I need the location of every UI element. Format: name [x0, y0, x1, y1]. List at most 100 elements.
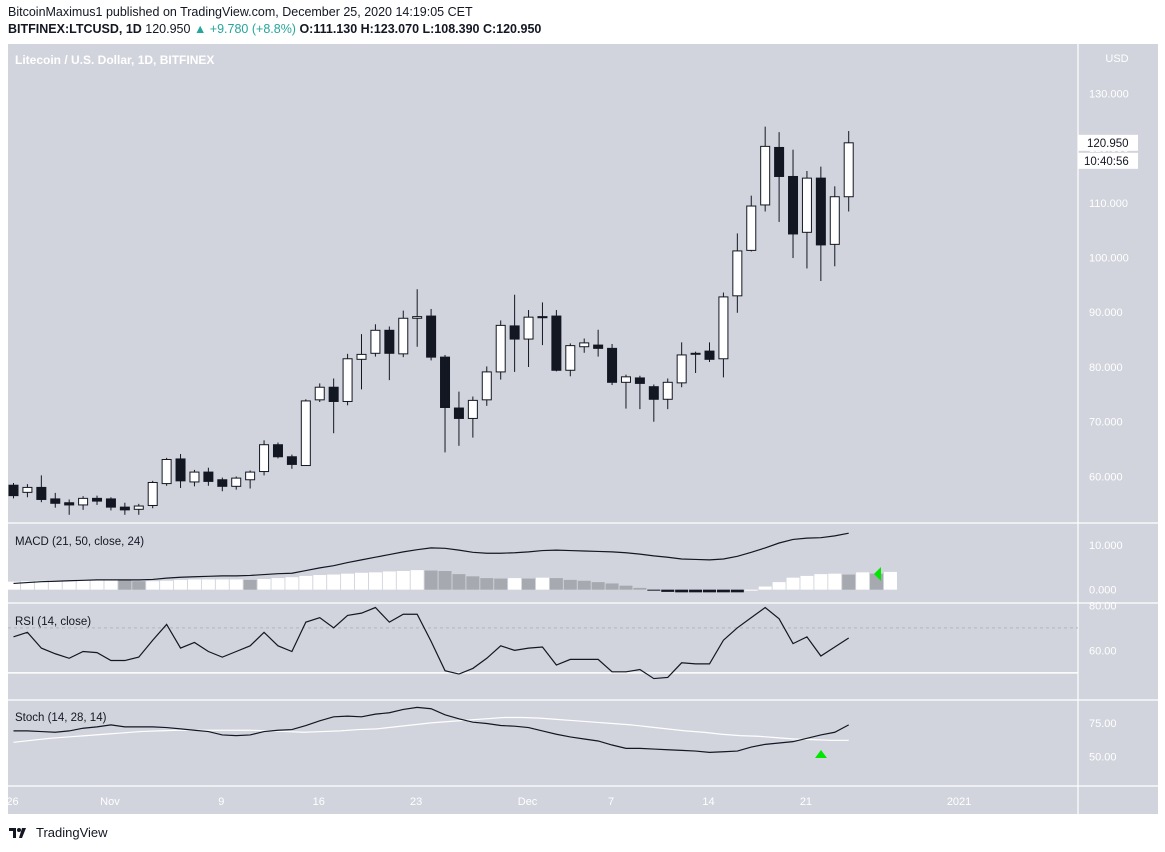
- macd-histogram-bar: [160, 580, 174, 590]
- rsi-tick-label: 80.00: [1089, 600, 1117, 612]
- ohlc-low: L:108.390: [422, 22, 480, 36]
- time-tick-label: 7: [608, 796, 614, 808]
- candle-up: [760, 145, 771, 206]
- ohlc-high: H:123.070: [360, 22, 420, 36]
- time-tick-label: 26: [6, 796, 18, 808]
- price-tick-label: 80.000: [1089, 362, 1123, 374]
- macd-histogram-bar: [744, 589, 758, 591]
- rsi-tick-label: 60.00: [1089, 645, 1117, 657]
- time-tick-label: 14: [702, 796, 714, 808]
- candle-down: [537, 316, 548, 319]
- candle-up: [300, 400, 311, 467]
- candle-down: [8, 484, 19, 497]
- candle-down: [272, 444, 283, 458]
- candle-down: [217, 479, 228, 487]
- macd-histogram-bar: [689, 589, 703, 593]
- candle-down: [286, 456, 297, 465]
- macd-histogram-bar: [661, 589, 675, 592]
- candle-down: [815, 177, 826, 246]
- stoch-k-line: [13, 706, 849, 754]
- candle-up: [189, 471, 200, 483]
- macd-histogram-bar: [716, 589, 730, 593]
- candle-up: [718, 296, 729, 360]
- candle-down: [328, 386, 339, 402]
- footer: TradingView: [8, 825, 108, 840]
- macd-histogram-bar: [675, 589, 689, 593]
- candle-up: [259, 444, 270, 473]
- macd-histogram-bar: [174, 579, 188, 590]
- macd-histogram-bar: [90, 579, 104, 590]
- macd-histogram-bar: [466, 576, 480, 590]
- price-tick-label: 110.000: [1089, 198, 1128, 210]
- candle-up: [523, 316, 534, 340]
- candle-down: [36, 486, 47, 500]
- candle-down: [607, 347, 618, 383]
- macd-histogram-bar: [187, 579, 201, 590]
- countdown-tag-label: 10:40:56: [1084, 156, 1129, 168]
- candle-down: [788, 175, 799, 235]
- candle-up: [565, 345, 576, 371]
- macd-histogram-bar: [619, 585, 633, 590]
- macd-histogram-bar: [522, 578, 536, 590]
- macd-histogram-bar: [856, 572, 870, 590]
- candle-down: [648, 386, 659, 400]
- candle-down: [105, 498, 116, 508]
- candle-up: [161, 458, 172, 485]
- candle-down: [453, 407, 464, 419]
- candle-up: [78, 497, 89, 506]
- candle-up: [843, 142, 854, 198]
- price-tick-label: 90.000: [1089, 307, 1123, 319]
- candle-down: [92, 497, 103, 502]
- last-price: 120.950: [145, 22, 191, 36]
- candle-down: [384, 329, 395, 354]
- macd-histogram-bar: [438, 571, 452, 590]
- candle-up: [133, 505, 144, 510]
- candle-up: [356, 353, 367, 360]
- candle-down: [634, 377, 645, 384]
- candle-down: [704, 350, 715, 360]
- candle-up: [342, 358, 353, 402]
- macd-label: MACD (21, 50, close, 24): [15, 536, 144, 548]
- macd-tick-label: 10.000: [1089, 540, 1123, 552]
- macd-histogram-bar: [132, 581, 146, 590]
- macd-histogram-bar: [883, 571, 897, 590]
- macd-histogram-bar: [535, 577, 549, 590]
- price-tick-label: 130.000: [1089, 88, 1129, 100]
- macd-histogram-bar: [7, 581, 20, 590]
- price-change: ▲ +9.780 (+8.8%): [193, 22, 296, 36]
- candle-up: [398, 317, 409, 355]
- macd-histogram-bar: [772, 582, 786, 590]
- candle-up: [676, 354, 687, 384]
- last-price-tag: [1078, 134, 1138, 151]
- macd-histogram-bar: [633, 587, 647, 590]
- macd-histogram-bar: [118, 580, 132, 590]
- candle-up: [579, 342, 590, 348]
- macd-histogram-bar: [563, 579, 577, 590]
- candle-up: [662, 381, 673, 400]
- macd-histogram-bar: [410, 570, 424, 590]
- stoch-d-line: [13, 716, 849, 743]
- publisher-line: BitcoinMaximus1 published on TradingView…: [8, 5, 473, 19]
- tradingview-logo-icon: [9, 827, 26, 838]
- time-tick-label: 23: [410, 796, 422, 808]
- macd-tick-label: 0.000: [1089, 585, 1117, 597]
- macd-histogram-bar: [355, 572, 368, 590]
- stoch-tick-label: 75.00: [1089, 718, 1117, 730]
- macd-histogram-bar: [591, 582, 605, 590]
- macd-histogram-bar: [577, 580, 591, 590]
- candle-down: [203, 471, 214, 482]
- price-tick-label: 70.000: [1089, 417, 1123, 429]
- ohlc-open: O:111.130: [299, 22, 358, 36]
- macd-histogram-bar: [605, 583, 619, 590]
- footer-brand: TradingView: [36, 825, 108, 840]
- candle-down: [119, 506, 130, 511]
- candle-down: [774, 146, 785, 177]
- macd-histogram-bar: [424, 570, 438, 590]
- rsi-label: RSI (14, close): [15, 616, 91, 628]
- macd-histogram-bar: [76, 579, 90, 590]
- candle-up: [245, 471, 256, 481]
- stoch-arrow-icon: [815, 750, 827, 758]
- chart-title: Litecoin / U.S. Dollar, 1D, BITFINEX: [15, 53, 214, 67]
- candle-up: [690, 352, 701, 355]
